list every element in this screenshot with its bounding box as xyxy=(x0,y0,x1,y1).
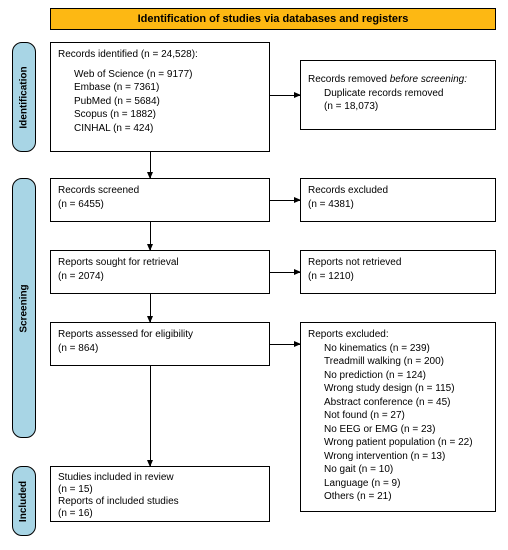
box-records-excluded: Records excluded (n = 4381) xyxy=(300,178,496,222)
reports-excluded-item: No kinematics (n = 239) xyxy=(308,342,488,356)
records-excluded-line: (n = 4381) xyxy=(308,198,488,212)
reports-excluded-item: Treadmill walking (n = 200) xyxy=(308,355,488,369)
box-reports-assessed: Reports assessed for eligibility (n = 86… xyxy=(50,322,270,366)
arrow-down-icon xyxy=(150,366,151,466)
studies-included-line: (n = 16) xyxy=(58,508,262,520)
studies-included-line: Reports of included studies xyxy=(58,496,262,508)
records-removed-line: Records removed before screening: xyxy=(308,73,488,87)
phase-identification: Identification xyxy=(12,42,36,152)
reports-excluded-item: No gait (n = 10) xyxy=(308,463,488,477)
box-reports-sought: Reports sought for retrieval (n = 2074) xyxy=(50,250,270,294)
records-identified-item: Embase (n = 7361) xyxy=(58,81,262,95)
box-records-screened: Records screened (n = 6455) xyxy=(50,178,270,222)
records-identified-item: PubMed (n = 5684) xyxy=(58,95,262,109)
reports-not-retrieved-line: Reports not retrieved xyxy=(308,256,488,270)
reports-excluded-item: No EEG or EMG (n = 23) xyxy=(308,423,488,437)
phase-included: Included xyxy=(12,466,36,536)
records-removed-line: Duplicate records removed xyxy=(308,87,488,101)
reports-assessed-line: Reports assessed for eligibility xyxy=(58,328,262,342)
box-reports-excluded: Reports excluded: No kinematics (n = 239… xyxy=(300,322,496,512)
records-identified-item: Web of Science (n = 9177) xyxy=(58,68,262,82)
box-studies-included: Studies included in review (n = 15) Repo… xyxy=(50,466,270,522)
box-reports-not-retrieved: Reports not retrieved (n = 1210) xyxy=(300,250,496,294)
prisma-flow-diagram: Identification of studies via databases … xyxy=(0,0,508,550)
arrow-down-icon xyxy=(150,294,151,322)
arrow-right-icon xyxy=(270,95,300,96)
reports-excluded-item: Wrong study design (n = 115) xyxy=(308,382,488,396)
records-identified-item: Scopus (n = 1882) xyxy=(58,108,262,122)
phase-screening-label: Screening xyxy=(19,284,30,332)
records-screened-line: (n = 6455) xyxy=(58,198,262,212)
records-removed-line: (n = 18,073) xyxy=(308,100,488,114)
studies-included-line: Studies included in review xyxy=(58,472,262,484)
header-text: Identification of studies via databases … xyxy=(138,13,409,25)
reports-excluded-item: No prediction (n = 124) xyxy=(308,369,488,383)
reports-sought-line: Reports sought for retrieval xyxy=(58,256,262,270)
reports-excluded-item: Wrong intervention (n = 13) xyxy=(308,450,488,464)
box-records-identified: Records identified (n = 24,528): Web of … xyxy=(50,42,270,152)
reports-excluded-item: Others (n = 21) xyxy=(308,490,488,504)
studies-included-line: (n = 15) xyxy=(58,484,262,496)
reports-assessed-line: (n = 864) xyxy=(58,342,262,356)
arrow-right-icon xyxy=(270,344,300,345)
phase-screening: Screening xyxy=(12,178,36,438)
header-band: Identification of studies via databases … xyxy=(50,8,496,30)
arrow-right-icon xyxy=(270,272,300,273)
reports-excluded-item: Abstract conference (n = 45) xyxy=(308,396,488,410)
arrow-down-icon xyxy=(150,152,151,178)
reports-excluded-item: Language (n = 9) xyxy=(308,477,488,491)
reports-excluded-item: Not found (n = 27) xyxy=(308,409,488,423)
phase-included-label: Included xyxy=(19,480,30,521)
records-excluded-line: Records excluded xyxy=(308,184,488,198)
phase-identification-label: Identification xyxy=(19,66,30,128)
records-identified-title: Records identified (n = 24,528): xyxy=(58,48,262,62)
reports-sought-line: (n = 2074) xyxy=(58,270,262,284)
arrow-down-icon xyxy=(150,222,151,250)
arrow-right-icon xyxy=(270,200,300,201)
reports-excluded-title: Reports excluded: xyxy=(308,328,488,342)
records-screened-line: Records screened xyxy=(58,184,262,198)
records-identified-item: CINHAL (n = 424) xyxy=(58,122,262,136)
reports-not-retrieved-line: (n = 1210) xyxy=(308,270,488,284)
box-records-removed: Records removed before screening: Duplic… xyxy=(300,60,496,130)
reports-excluded-item: Wrong patient population (n = 22) xyxy=(308,436,488,450)
